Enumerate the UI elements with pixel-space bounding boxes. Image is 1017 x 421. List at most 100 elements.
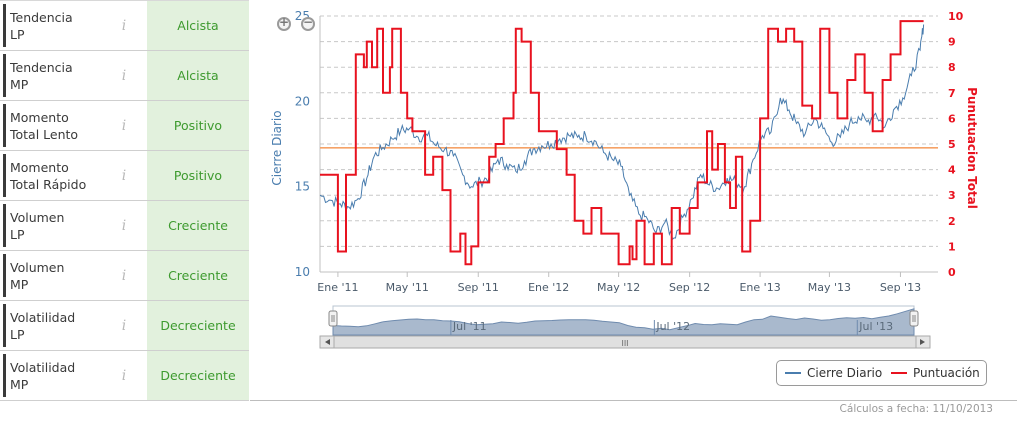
y-left-tick-label: 20 bbox=[295, 94, 310, 108]
row-marker bbox=[3, 104, 6, 147]
x-tick-label: Ene '11 bbox=[317, 281, 358, 294]
y-left-tick-label: 15 bbox=[295, 180, 310, 194]
row-marker bbox=[3, 4, 6, 47]
indicator-label: Momento Total Rápido bbox=[10, 159, 115, 193]
zoom-in-icon[interactable]: + bbox=[277, 15, 291, 31]
navigator-label: Jul '11 bbox=[452, 320, 487, 333]
indicator-label-line1: Volumen bbox=[10, 260, 65, 275]
row-marker bbox=[3, 54, 6, 97]
indicator-label-line1: Momento bbox=[10, 160, 69, 175]
indicator-label-line1: Momento bbox=[10, 110, 69, 125]
y-right-tick-label: 9 bbox=[948, 36, 956, 49]
indicator-row: Volatilidad LP i Decreciente bbox=[0, 301, 249, 351]
y-right-tick-label: 6 bbox=[948, 112, 956, 125]
x-tick-label: Ene '13 bbox=[739, 281, 780, 294]
score-series-line bbox=[320, 20, 924, 266]
indicator-label-line2: MP bbox=[10, 377, 29, 392]
row-marker bbox=[3, 354, 6, 397]
indicator-value: Decreciente bbox=[147, 351, 249, 400]
indicator-label: Volumen LP bbox=[10, 209, 115, 243]
chart-container: 10 15 20 25 0 1 2 3 4 5 6 7 8 9 10 Ene '11 May '11 Sep '1… bbox=[250, 0, 1017, 400]
indicator-label: Volatilidad LP bbox=[10, 309, 115, 343]
x-tick-label: May '12 bbox=[597, 281, 640, 294]
indicator-row: Volumen LP i Creciente bbox=[0, 201, 249, 251]
indicator-label-line1: Tendencia bbox=[10, 60, 73, 75]
indicator-label: Volumen MP bbox=[10, 259, 115, 293]
indicator-value: Creciente bbox=[147, 201, 249, 250]
indicator-value: Alcista bbox=[147, 51, 249, 100]
indicator-row: Momento Total Rápido i Positivo bbox=[0, 151, 249, 201]
row-marker bbox=[3, 154, 6, 197]
scroll-right-arrow-icon bbox=[920, 339, 925, 345]
calculation-date: Cálculos a fecha: 11/10/2013 bbox=[839, 403, 993, 415]
indicator-value: Creciente bbox=[147, 251, 249, 300]
legend-score-swatch bbox=[891, 372, 907, 374]
y-right-axis-title: Punutuacion Total bbox=[965, 87, 979, 209]
scroll-left-arrow-icon bbox=[325, 339, 330, 345]
legend-price-swatch bbox=[785, 372, 801, 374]
row-marker bbox=[3, 254, 6, 297]
info-icon[interactable]: i bbox=[121, 368, 127, 384]
info-icon[interactable]: i bbox=[121, 68, 127, 84]
indicator-label-line1: Tendencia bbox=[10, 10, 73, 25]
row-marker bbox=[3, 204, 6, 247]
indicator-row: Momento Total Lento i Positivo bbox=[0, 101, 249, 151]
legend-price-label: Cierre Diario bbox=[807, 366, 883, 380]
info-icon[interactable]: i bbox=[121, 218, 127, 234]
legend-item-score[interactable]: Puntuación bbox=[891, 365, 980, 381]
indicator-row: Volatilidad MP i Decreciente bbox=[0, 351, 249, 401]
info-icon[interactable]: i bbox=[121, 268, 127, 284]
indicator-label-line1: Volumen bbox=[10, 210, 65, 225]
x-tick-label: Sep '12 bbox=[669, 281, 710, 294]
y-right-tick-label: 10 bbox=[948, 10, 964, 23]
indicator-label: Tendencia LP bbox=[10, 9, 115, 43]
y-right-tick-label: 7 bbox=[948, 87, 956, 100]
navigator-label: Jul '12 bbox=[655, 320, 690, 333]
scrollbar-grip: III bbox=[621, 339, 628, 348]
indicator-label: Tendencia MP bbox=[10, 59, 115, 93]
indicator-row: Tendencia MP i Alcista bbox=[0, 51, 249, 101]
chart-legend: Cierre Diario Puntuación bbox=[776, 360, 987, 386]
y-right-tick-label: 0 bbox=[948, 266, 956, 279]
navigator-left-handle[interactable] bbox=[328, 310, 338, 327]
y-left-tick-label: 10 bbox=[295, 265, 310, 279]
indicator-label-line2: Total Rápido bbox=[10, 177, 87, 192]
info-icon[interactable]: i bbox=[121, 168, 127, 184]
indicator-label-line2: MP bbox=[10, 277, 29, 292]
indicator-row: Volumen MP i Creciente bbox=[0, 251, 249, 301]
indicator-label-line2: LP bbox=[10, 327, 25, 342]
y-right-tick-label: 8 bbox=[948, 61, 956, 74]
navigator-area bbox=[332, 308, 915, 336]
y-left-axis-title: Cierre Diario bbox=[270, 110, 284, 185]
x-tick-label: Sep '11 bbox=[458, 281, 499, 294]
x-tick-label: May '11 bbox=[386, 281, 429, 294]
y-right-tick-label: 2 bbox=[948, 215, 956, 228]
indicator-value: Decreciente bbox=[147, 301, 249, 350]
navigator-right-handle[interactable] bbox=[909, 310, 919, 327]
x-tick-label: May '13 bbox=[808, 281, 851, 294]
y-right-tick-label: 4 bbox=[948, 164, 956, 177]
legend-score-label: Puntuación bbox=[913, 366, 980, 380]
info-icon[interactable]: i bbox=[121, 118, 127, 134]
indicator-label-line1: Volatilidad bbox=[10, 360, 76, 375]
legend-item-price[interactable]: Cierre Diario bbox=[785, 365, 882, 381]
indicator-label: Volatilidad MP bbox=[10, 359, 115, 393]
indicator-value: Alcista bbox=[147, 1, 249, 50]
x-tick-label: Ene '12 bbox=[528, 281, 569, 294]
zoom-out-icon[interactable]: − bbox=[301, 15, 315, 31]
indicator-label-line2: LP bbox=[10, 27, 25, 42]
indicators-table: Tendencia LP i Alcista Tendencia MP i Alcista Mo… bbox=[0, 0, 249, 401]
bottom-divider bbox=[250, 400, 1017, 401]
indicator-label-line2: Total Lento bbox=[10, 127, 79, 142]
indicator-label-line1: Volatilidad bbox=[10, 310, 76, 325]
indicator-label-line2: MP bbox=[10, 77, 29, 92]
y-right-tick-label: 5 bbox=[948, 138, 956, 151]
navigator-label: Jul '13 bbox=[858, 320, 893, 333]
info-icon[interactable]: i bbox=[121, 18, 127, 34]
y-right-tick-label: 1 bbox=[948, 240, 956, 253]
info-icon[interactable]: i bbox=[121, 318, 127, 334]
indicator-row: Tendencia LP i Alcista bbox=[0, 1, 249, 51]
price-series-line bbox=[319, 24, 925, 241]
indicator-label-line2: LP bbox=[10, 227, 25, 242]
